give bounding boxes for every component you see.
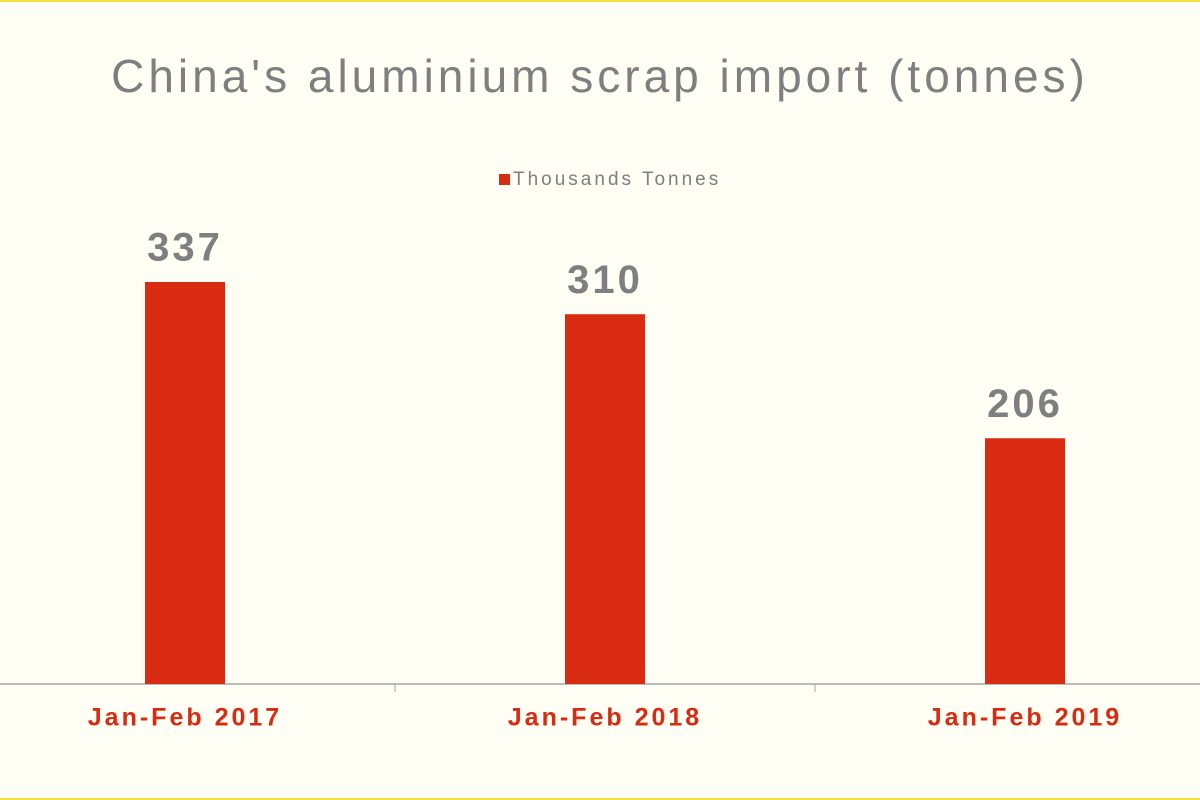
- legend-swatch: [499, 174, 510, 185]
- x-tick-label: Jan-Feb 2019: [928, 704, 1122, 732]
- bar: [985, 438, 1065, 684]
- x-tick-label: Jan-Feb 2017: [88, 704, 282, 732]
- chart-title: China's aluminium scrap import (tonnes): [111, 50, 1089, 102]
- bar: [145, 282, 225, 684]
- value-label: 337: [147, 226, 223, 270]
- value-label: 310: [567, 258, 643, 302]
- value-label: 206: [987, 382, 1063, 426]
- bar: [565, 314, 645, 684]
- x-tick-label: Jan-Feb 2018: [508, 704, 702, 732]
- legend-label: Thousands Tonnes: [513, 169, 721, 190]
